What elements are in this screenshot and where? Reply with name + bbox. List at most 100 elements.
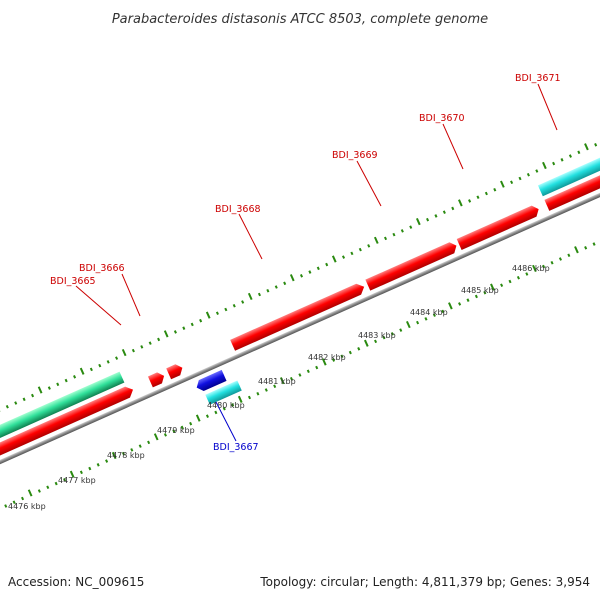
- minor-tick-mark: [384, 236, 388, 241]
- lower-tick-track: [4, 242, 596, 508]
- minor-tick-mark: [451, 206, 455, 211]
- minor-tick-mark: [199, 318, 203, 323]
- scale-label: 4480 kbp: [207, 401, 245, 410]
- minor-tick-mark: [222, 406, 226, 411]
- gene-fragment-arrow[interactable]: [147, 370, 167, 388]
- minor-tick-mark: [432, 313, 436, 317]
- major-tick-mark: [111, 451, 117, 460]
- major-tick-mark: [416, 217, 421, 226]
- minor-tick-mark: [392, 232, 396, 237]
- minor-tick-mark: [247, 395, 252, 400]
- minor-tick-mark: [348, 350, 352, 355]
- accession-text: Accession: NC_009615: [8, 575, 144, 589]
- minor-tick-mark: [266, 288, 270, 293]
- minor-tick-mark: [308, 270, 312, 274]
- minor-tick-mark: [147, 440, 151, 445]
- minor-tick-mark: [567, 253, 571, 258]
- minor-tick-mark: [231, 403, 235, 407]
- gene-label[interactable]: BDI_3669: [332, 150, 378, 161]
- minor-tick-mark: [190, 322, 194, 327]
- major-tick-mark: [321, 358, 327, 366]
- rna-left-feature[interactable]: [0, 371, 125, 467]
- minor-tick-mark: [577, 150, 581, 155]
- minor-tick-mark: [47, 386, 51, 390]
- gene-bdi-3665-arrow[interactable]: [0, 384, 135, 481]
- minor-tick-mark: [73, 375, 77, 379]
- minor-tick-mark: [215, 311, 219, 316]
- minor-tick-mark: [542, 264, 546, 269]
- major-tick-mark: [237, 395, 243, 403]
- minor-tick-mark: [390, 332, 394, 336]
- scale-label: 4478 kbp: [107, 451, 145, 460]
- major-tick-mark: [490, 283, 495, 291]
- gene-bdi-3666-arrow[interactable]: [166, 362, 185, 380]
- minor-tick-mark: [157, 337, 161, 342]
- minor-tick-mark: [508, 279, 512, 284]
- minor-tick-mark: [140, 345, 144, 349]
- major-tick-mark: [373, 236, 379, 244]
- minor-tick-mark: [500, 283, 504, 287]
- minor-tick-mark: [299, 274, 304, 278]
- minor-tick-mark: [5, 404, 9, 409]
- gene-label[interactable]: BDI_3665: [50, 276, 96, 287]
- minor-tick-mark: [316, 266, 320, 271]
- minor-tick-mark: [518, 176, 522, 181]
- minor-tick-mark: [340, 354, 344, 359]
- minor-tick-mark: [382, 335, 386, 340]
- minor-tick-mark: [426, 217, 430, 222]
- minor-tick-mark: [12, 500, 16, 505]
- minor-tick-mark: [56, 382, 60, 387]
- genome-backbone: [0, 159, 600, 489]
- minor-tick-mark: [163, 433, 167, 437]
- minor-tick-mark: [550, 260, 554, 265]
- gene-bdi-3667-arrow[interactable]: [194, 369, 227, 393]
- minor-tick-mark: [115, 356, 119, 360]
- minor-tick-mark: [173, 330, 177, 334]
- minor-tick-mark: [106, 360, 110, 364]
- gene-label[interactable]: BDI_3668: [215, 204, 261, 215]
- major-tick-mark: [458, 199, 463, 207]
- minor-tick-mark: [409, 225, 413, 229]
- minor-tick-mark: [96, 463, 100, 467]
- major-tick-mark: [279, 377, 285, 385]
- gene-bdi-3669-arrow[interactable]: [365, 240, 458, 291]
- minor-tick-mark: [64, 378, 68, 383]
- gene-bdi-3671-arrow[interactable]: [544, 144, 600, 211]
- minor-tick-mark: [466, 298, 470, 302]
- gene-label-leader: [215, 401, 237, 442]
- major-tick-mark: [406, 320, 411, 329]
- gene-label[interactable]: BDI_3671: [515, 73, 561, 84]
- rna-bdi-3667-feature[interactable]: [205, 380, 242, 405]
- minor-tick-mark: [341, 255, 346, 259]
- gene-bdi-3670-arrow[interactable]: [456, 204, 541, 250]
- scale-label: 4486 kbp: [512, 264, 550, 273]
- major-tick-mark: [331, 255, 337, 263]
- gene-label[interactable]: BDI_3666: [79, 263, 125, 274]
- minor-tick-mark: [283, 281, 287, 286]
- minor-tick-mark: [257, 292, 261, 297]
- major-tick-mark: [121, 348, 127, 357]
- rna-bdi-3671-feature[interactable]: [537, 129, 600, 197]
- minor-tick-mark: [79, 470, 83, 475]
- major-tick-mark: [584, 143, 589, 151]
- gene-label-leader: [238, 213, 263, 260]
- minor-tick-mark: [148, 341, 152, 345]
- gene-label[interactable]: BDI_3670: [419, 113, 465, 124]
- minor-tick-mark: [594, 143, 598, 147]
- major-tick-mark: [153, 433, 159, 441]
- minor-tick-mark: [274, 285, 278, 289]
- gene-label[interactable]: BDI_3667: [213, 442, 259, 453]
- minor-tick-mark: [325, 262, 329, 267]
- gene-bdi-3668-arrow[interactable]: [230, 281, 366, 351]
- minor-tick-mark: [399, 328, 403, 332]
- minor-tick-mark: [315, 365, 319, 370]
- minor-tick-mark: [214, 410, 218, 415]
- map-title: Parabacteroides distasonis ATCC 8503, co…: [112, 12, 488, 27]
- major-tick-mark: [195, 414, 201, 422]
- gene-label-leader: [121, 273, 141, 317]
- minor-tick-mark: [424, 317, 428, 321]
- minor-tick-mark: [232, 303, 236, 308]
- minor-tick-mark: [264, 388, 268, 392]
